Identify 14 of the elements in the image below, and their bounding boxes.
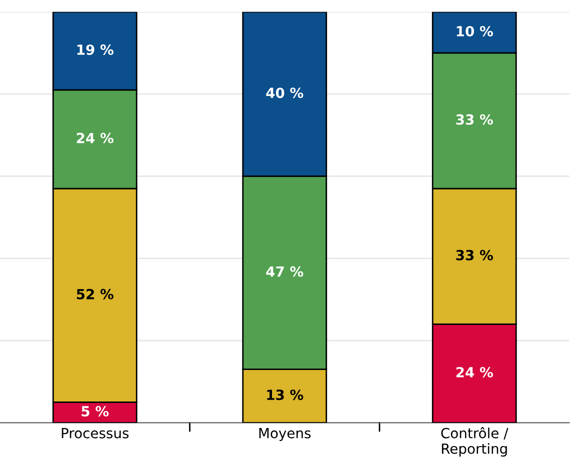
data-label: 13 % (267, 390, 304, 400)
data-label: 19 % (77, 44, 114, 55)
data-label: 10 % (456, 26, 493, 36)
data-label: 40 % (266, 88, 304, 98)
data-label: 5 % (82, 406, 109, 417)
x-tick-label: Contrôle / Reporting (441, 427, 508, 457)
x-tick-label: Moyens (259, 428, 311, 442)
data-label: 33 % (456, 250, 493, 260)
data-label: 47 % (266, 266, 304, 277)
data-label: 52 % (76, 288, 114, 300)
data-label: 33 % (456, 114, 493, 125)
x-tick-label: Processus (62, 428, 129, 438)
data-label: 24 % (456, 366, 493, 378)
data-label: 24 % (76, 132, 114, 144)
